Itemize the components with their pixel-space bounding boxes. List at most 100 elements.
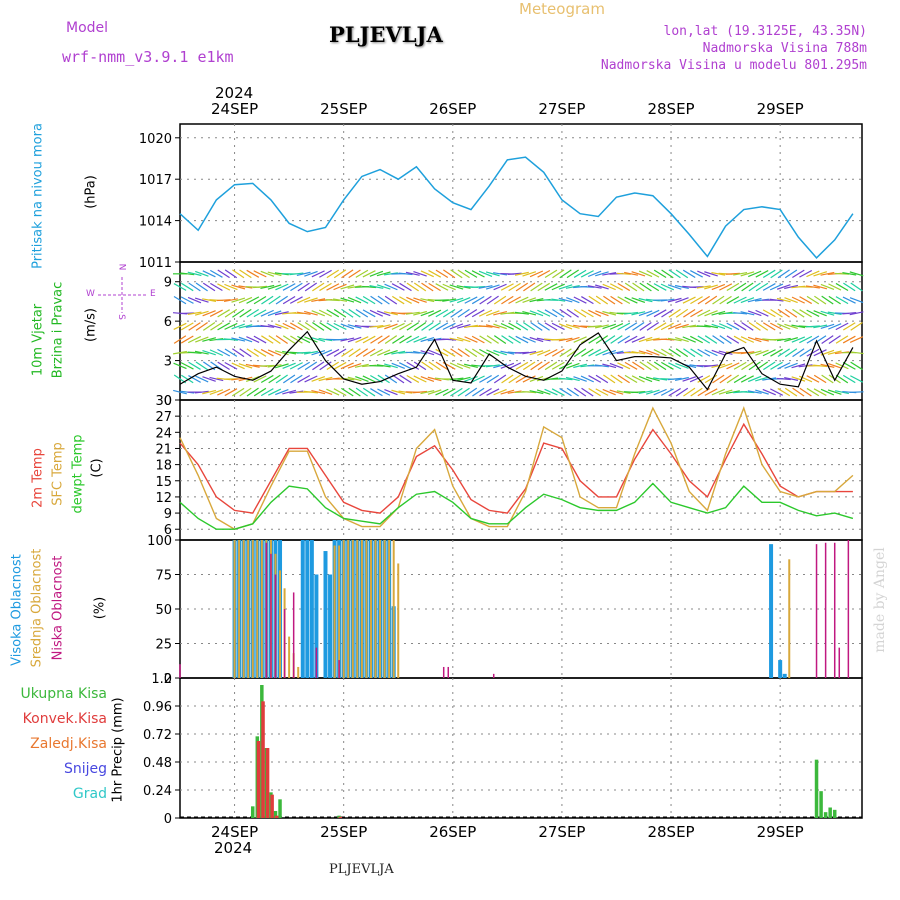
wind-barb: [268, 374, 281, 384]
wind-barb: [529, 310, 544, 317]
wind-barb: [224, 283, 238, 291]
wind-barb: [340, 337, 355, 342]
wind-barb: [246, 387, 259, 397]
wind-barb: [500, 350, 515, 355]
wind-barb: [507, 272, 522, 276]
wind-barb: [507, 390, 522, 394]
wind-barb: [842, 322, 856, 331]
wind-barb: [442, 298, 457, 302]
wind-barb: [421, 321, 434, 331]
wind-barb: [297, 335, 311, 344]
cloud-low-bar: [442, 666, 445, 678]
wind-barb: [776, 297, 791, 303]
wind-barb: [471, 296, 485, 305]
wind-barb: [399, 335, 412, 344]
wind-barb: [544, 361, 558, 371]
wind-barb: [464, 387, 478, 397]
wind-barb: [595, 388, 609, 396]
wind-barb: [588, 348, 602, 357]
wind-barb: [690, 348, 703, 357]
wind-barb: [718, 362, 733, 369]
wind-barb: [362, 295, 376, 305]
wind-barb: [588, 387, 601, 397]
wind-barb: [391, 295, 405, 305]
wind-barb: [384, 374, 398, 384]
wind-barb: [748, 321, 761, 331]
wind-barb: [456, 296, 471, 304]
wind-barb: [362, 348, 376, 357]
wind-barb: [566, 297, 580, 304]
wind-barb: [420, 375, 435, 382]
wind-barb: [376, 271, 391, 277]
cloud-high-bar: [778, 660, 783, 678]
wind-barb: [260, 309, 274, 317]
wind-barb: [180, 296, 194, 304]
wind-barb: [523, 321, 536, 331]
wind-barb: [726, 322, 740, 331]
wind-barb: [638, 390, 653, 395]
wind-barb: [704, 310, 718, 317]
cloud-mid-bar: [233, 540, 236, 678]
wind-barb: [442, 338, 457, 341]
wind-barb: [799, 348, 812, 357]
wind-barb: [529, 336, 544, 343]
wind-barb: [195, 321, 208, 331]
wind-barb: [420, 298, 435, 303]
wind-barb: [661, 269, 674, 279]
wind-barb: [297, 322, 310, 331]
wind-barb: [413, 390, 428, 394]
wind-barb: [326, 348, 340, 357]
wind-barb: [304, 336, 318, 343]
wind-barb: [595, 284, 609, 290]
wind-barb: [602, 363, 617, 369]
wind-barb: [690, 335, 703, 344]
wind-barb: [667, 377, 682, 381]
wind-barb: [493, 295, 507, 305]
wind-barb: [835, 296, 849, 305]
wind-barb: [391, 350, 406, 355]
wind-barb: [544, 388, 558, 396]
wind-barb: [624, 322, 638, 331]
wind-barb: [180, 322, 194, 331]
wind-barb: [180, 272, 195, 276]
wind-barb: [791, 336, 806, 343]
wind-barb: [748, 361, 761, 371]
wind-barb: [195, 375, 209, 383]
wind-barb: [674, 376, 689, 382]
wind-barb: [522, 390, 537, 394]
wind-barb: [217, 283, 231, 291]
legend-conv-rain: Konvek.Kisa: [22, 711, 107, 727]
cloud-ytick-label: 75: [155, 569, 172, 584]
wind-barb: [820, 283, 835, 291]
wind-barb: [690, 296, 703, 305]
wind-barb: [514, 271, 529, 276]
wind-barb: [653, 269, 667, 279]
wind-barb: [581, 296, 594, 305]
wind-barb: [719, 374, 732, 384]
wind-barb: [632, 361, 645, 371]
wind-barb: [398, 362, 413, 370]
wind-barb: [355, 296, 369, 304]
wind-barb: [725, 272, 740, 275]
wind-barb: [202, 270, 216, 278]
wind-barb: [850, 322, 863, 331]
cloud-high-bar: [300, 540, 305, 678]
cloud-mid-bar: [251, 540, 254, 678]
wind-barb: [231, 362, 245, 370]
precip-conv-bar: [338, 816, 343, 818]
wind-barb: [297, 296, 311, 304]
wind-barb: [217, 322, 231, 331]
wind-barb: [319, 269, 332, 278]
wind-barb: [740, 391, 755, 394]
wind-barb: [594, 324, 609, 329]
wind-barb: [645, 389, 660, 395]
wind-barb: [377, 388, 391, 396]
cloud-mid-bar: [388, 540, 391, 678]
wind-barb: [522, 350, 537, 355]
wind-barb: [565, 336, 580, 343]
wind-barb: [799, 269, 813, 278]
wind-barb: [217, 348, 231, 357]
wind-barb: [639, 361, 652, 371]
wind-barb: [457, 308, 470, 318]
wind-barb: [377, 335, 390, 344]
